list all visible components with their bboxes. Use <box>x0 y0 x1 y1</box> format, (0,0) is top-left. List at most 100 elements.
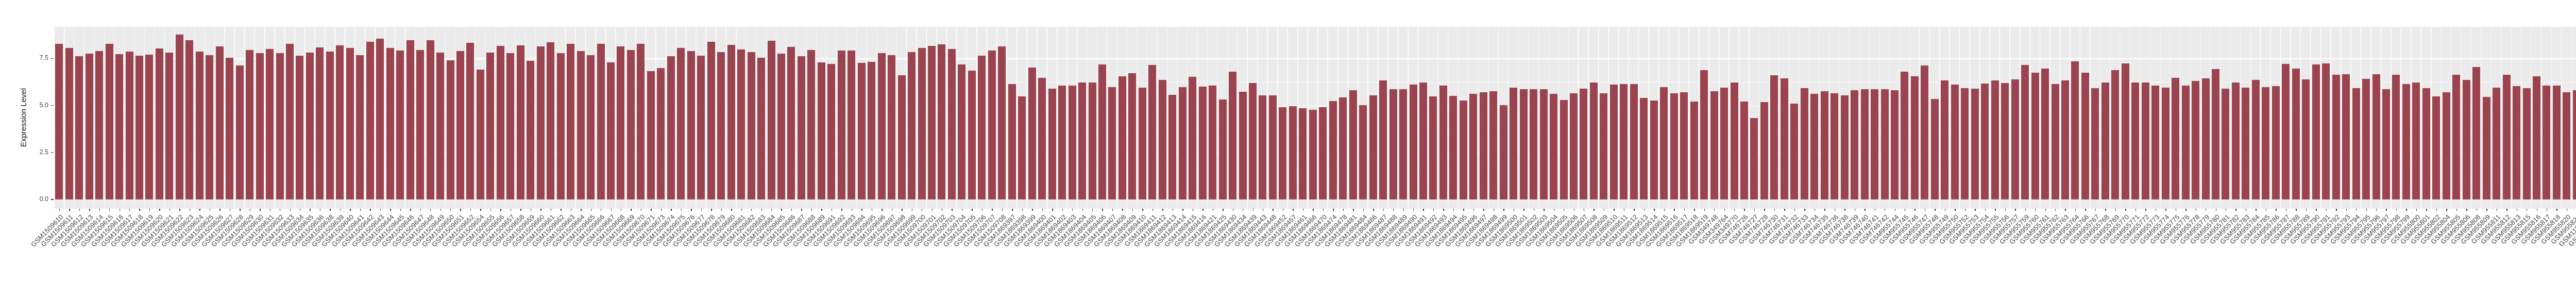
x-tick-mark <box>2125 209 2126 211</box>
bar <box>145 55 154 200</box>
x-tick-mark <box>1714 209 1715 211</box>
x-slot: GSM1509663 <box>540 209 576 299</box>
bar <box>1810 93 1819 200</box>
bar <box>2302 79 2310 200</box>
x-slot: GSM955799 <box>2379 209 2412 299</box>
bar-slot <box>1950 27 1960 200</box>
bar <box>2181 85 2190 200</box>
x-tick-mark <box>1202 209 1204 211</box>
x-slot: GSM1509703 <box>922 209 957 299</box>
x-tick-mark <box>69 209 70 211</box>
x-slot: GSM955774 <box>2138 209 2171 299</box>
x-tick-mark <box>460 209 461 211</box>
x-slot: GSM746730 <box>1747 209 1780 299</box>
x-slot: GSM955811 <box>2469 209 2502 299</box>
bar <box>2251 79 2260 200</box>
bar <box>316 47 324 200</box>
bar-slot <box>425 27 435 200</box>
bar <box>2372 74 2380 200</box>
bar-slot <box>2371 27 2381 200</box>
x-slot: GSM1869499 <box>1473 209 1509 299</box>
x-tick-mark <box>490 209 492 211</box>
x-tick-mark <box>1112 209 1113 211</box>
x-slot: GSM1869461 <box>1273 209 1308 299</box>
x-slot: GSM1869416 <box>1173 209 1208 299</box>
bar-slot <box>1288 27 1298 200</box>
x-slot: GSM955745 <box>1877 209 1910 299</box>
bar-slot <box>505 27 515 200</box>
x-tick-mark <box>1413 209 1414 211</box>
bar-slot <box>987 27 997 200</box>
bar-slot <box>606 27 616 200</box>
bar <box>2262 87 2270 200</box>
x-slot: GSM1869405 <box>1062 209 1098 299</box>
bar <box>2212 69 2219 200</box>
x-slot: GSM1509660 <box>511 209 546 299</box>
x-tick-mark <box>2556 209 2557 211</box>
bar-slot <box>2231 27 2241 200</box>
bar <box>416 49 425 200</box>
x-slot: GSM1869515 <box>1634 209 1669 299</box>
bar <box>2493 88 2501 200</box>
bar <box>185 40 194 200</box>
x-slot: GSM955750 <box>1927 209 1960 299</box>
bar <box>1930 98 1939 200</box>
bar <box>356 55 364 200</box>
x-tick-mark <box>1503 209 1504 211</box>
bar <box>2533 76 2540 200</box>
x-slot: GSM1509632 <box>250 209 285 299</box>
bar <box>2131 82 2140 200</box>
x-slot: GSM1869518 <box>1664 209 1700 299</box>
bar <box>1148 65 1157 200</box>
x-tick-mark <box>2446 209 2447 211</box>
x-slot: GSM1869502 <box>1503 209 1539 299</box>
bar-slot <box>626 27 636 200</box>
bar-slot <box>1990 27 1999 200</box>
bar-slot <box>205 27 214 200</box>
x-slot: GSM955812 <box>2479 209 2512 299</box>
x-slot: GSM1869497 <box>1453 209 1489 299</box>
x-slot: GSM1509666 <box>571 209 606 299</box>
x-tick-mark <box>1774 209 1775 211</box>
x-slot: GSM955808 <box>2449 209 2482 299</box>
bar <box>1088 82 1096 200</box>
bar <box>2342 74 2350 200</box>
bar <box>2161 87 2170 200</box>
bar-slot <box>1879 27 1889 200</box>
x-slot: GSM1509667 <box>581 209 616 299</box>
bar-slot <box>1158 27 1167 200</box>
bar <box>2412 82 2420 200</box>
bar-slot <box>1268 27 1278 200</box>
x-slot: GSM1869421 <box>1182 209 1218 299</box>
x-slot: GSM1869411 <box>1123 209 1158 299</box>
x-slot: GSM1869519 <box>1674 209 1709 299</box>
bar-slot <box>1027 27 1037 200</box>
bar <box>837 50 845 200</box>
x-tick-mark <box>771 209 772 211</box>
x-slot: GSM955783 <box>2218 209 2251 299</box>
bar <box>1489 91 1498 200</box>
x-slot: GSM955746 <box>1888 209 1920 299</box>
x-slot: GSM1869410 <box>1112 209 1148 299</box>
bar-slot <box>786 27 796 200</box>
bar <box>1720 87 1728 200</box>
x-slot: GSM1509697 <box>861 209 897 299</box>
bar-slot <box>1538 27 1548 200</box>
x-slot: GSM1869511 <box>1594 209 1629 299</box>
bar <box>2071 61 2079 200</box>
bar <box>476 69 484 200</box>
bar <box>1038 77 1046 200</box>
x-slot: GSM1869492 <box>1403 209 1439 299</box>
bar <box>1389 89 1397 200</box>
bar-slot <box>315 27 325 200</box>
bar <box>206 55 214 200</box>
bar-slot <box>1248 27 1258 200</box>
bar <box>2021 65 2029 200</box>
bar-slot <box>2030 27 2040 200</box>
x-slot: GSM1869415 <box>1163 209 1198 299</box>
bar-slot <box>2462 27 2471 200</box>
x-slot: GSM1869484 <box>1333 209 1368 299</box>
bar <box>1198 87 1207 200</box>
bar <box>1469 93 1478 200</box>
x-tick-mark <box>1363 209 1364 211</box>
